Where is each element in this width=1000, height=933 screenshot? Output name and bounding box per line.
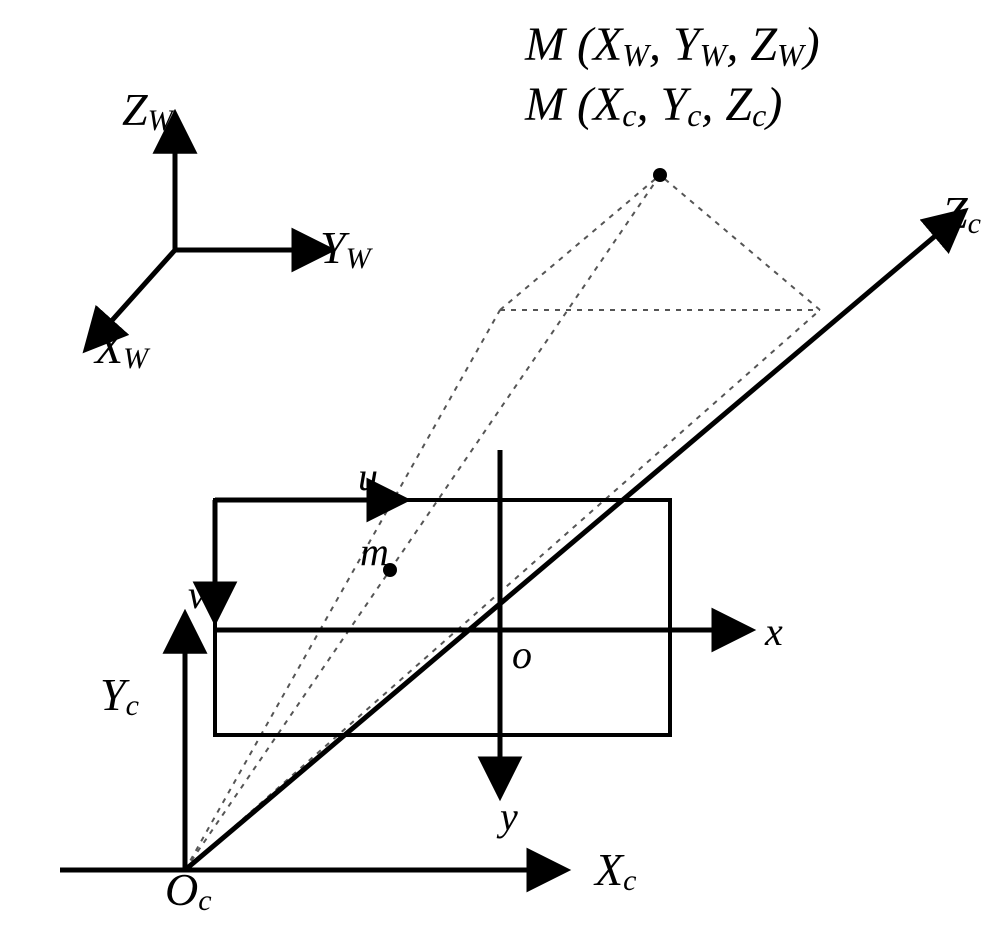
label-M-camera: M (Xc, Yc, Zc) bbox=[524, 78, 782, 133]
label-Zc: Zc bbox=[942, 187, 981, 240]
label-u: u bbox=[358, 454, 378, 499]
label-Xw: XW bbox=[93, 322, 151, 375]
label-x: x bbox=[764, 609, 783, 654]
image-plane-rect bbox=[215, 500, 670, 735]
label-Yc: Yc bbox=[100, 669, 139, 722]
label-Zw: ZW bbox=[122, 84, 176, 137]
label-o: o bbox=[512, 632, 532, 677]
label-M-world: M (XW, YW, ZW) bbox=[524, 18, 820, 73]
points-group bbox=[383, 168, 667, 577]
label-v: v bbox=[188, 572, 206, 617]
camera-projection-diagram: ZWYWXWOcXcYcZcuvoxymM (XW, YW, ZW)M (Xc,… bbox=[0, 0, 1000, 933]
labels-group: ZWYWXWOcXcYcZcuvoxymM (XW, YW, ZW)M (Xc,… bbox=[93, 18, 981, 917]
label-y: y bbox=[496, 794, 518, 839]
axes-group bbox=[60, 120, 960, 870]
label-m: m bbox=[360, 529, 389, 574]
label-Xc: Xc bbox=[593, 844, 636, 897]
label-Yw: YW bbox=[320, 222, 374, 275]
